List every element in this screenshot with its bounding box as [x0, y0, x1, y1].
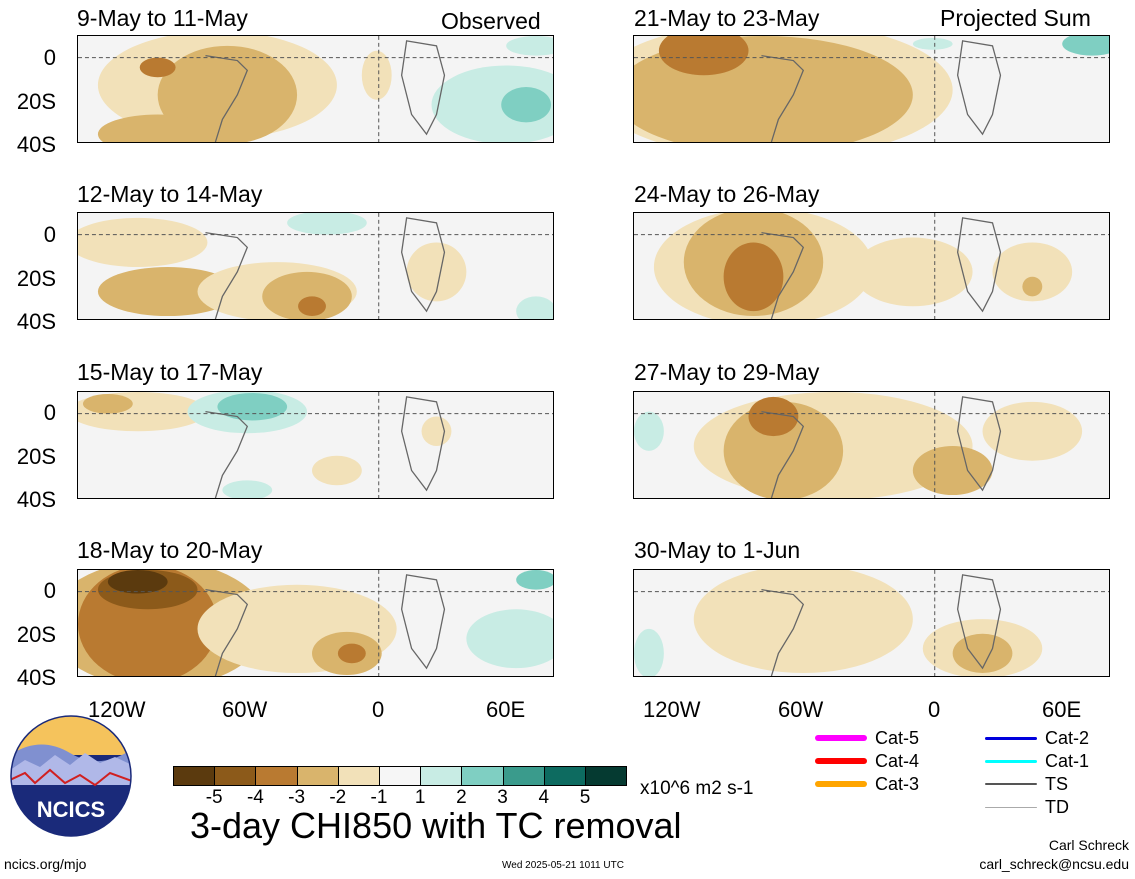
lon-label-60w: 60W — [778, 697, 824, 722]
colorbar-label: 1 — [414, 787, 426, 808]
lon-label-60e: 60E — [1042, 697, 1082, 722]
lat-label-40s: 40S — [16, 132, 56, 157]
legend-label-ts: TS — [1045, 774, 1069, 794]
map-panel-5 — [633, 35, 1110, 143]
colorbar-box — [173, 766, 216, 786]
colorbar-box — [420, 766, 463, 786]
panel-title-7: 27-May to 29-May — [634, 359, 820, 385]
legend-line-cat-2 — [985, 736, 1037, 740]
lat-label-20s: 20S — [16, 444, 56, 469]
map-panel-7 — [633, 391, 1110, 499]
legend-line-cat-3 — [815, 781, 867, 787]
legend-label-cat-3: Cat-3 — [875, 774, 920, 794]
colorbar-box — [255, 766, 298, 786]
map-panel-6 — [633, 212, 1110, 320]
map-panel-1 — [77, 35, 554, 143]
colorbar-box — [337, 766, 380, 786]
colorbar-box — [461, 766, 504, 786]
lat-label-20s: 20S — [16, 89, 56, 114]
colorbar-label: 2 — [456, 787, 467, 808]
legend-line-cat-5 — [815, 735, 867, 741]
panel-title-3: 15-May to 17-May — [77, 359, 263, 385]
panel-title-5: 21-May to 23-May — [634, 5, 820, 31]
lat-label-0: 0 — [43, 400, 56, 425]
legend-line-cat-4 — [815, 758, 867, 764]
lat-label-0: 0 — [43, 578, 56, 603]
colorbar-box — [296, 766, 339, 786]
map-panel-4 — [77, 569, 554, 677]
colorbar-box — [543, 766, 586, 786]
panel-title-2: 12-May to 14-May — [77, 181, 263, 207]
lat-label-40s: 40S — [16, 665, 56, 690]
lon-label-0: 0 — [928, 697, 941, 722]
map-panel-3 — [77, 391, 554, 499]
observed-tag: Observed — [441, 8, 541, 34]
legend-label-cat-2: Cat-2 — [1045, 728, 1090, 748]
colorbar-box — [502, 766, 545, 786]
footer-site: ncics.org/mjo — [4, 856, 87, 872]
panel-title-1: 9-May to 11-May — [77, 5, 248, 31]
legend-label-cat-1: Cat-1 — [1045, 751, 1090, 771]
lon-label-60e: 60E — [486, 697, 526, 722]
colorbar-label: 3 — [497, 787, 508, 808]
legend-label-td: TD — [1045, 797, 1069, 817]
legend-line-cat-1 — [985, 759, 1037, 763]
legend-line-ts — [985, 783, 1037, 785]
ncics-logo: NCICS — [10, 715, 132, 837]
lat-label-0: 0 — [43, 45, 56, 70]
projected-sum-tag: Projected Sum — [940, 5, 1091, 31]
legend-label-cat-4: Cat-4 — [875, 751, 920, 771]
colorbar-label: -3 — [288, 787, 306, 808]
lon-label-120w: 120W — [88, 697, 146, 722]
footer-email: carl_schreck@ncsu.edu — [979, 856, 1129, 872]
colorbar-label: -1 — [370, 787, 388, 808]
colorbar-label: -5 — [205, 787, 223, 808]
main-title: 3-day CHI850 with TC removal — [190, 805, 682, 846]
lat-label-20s: 20S — [16, 622, 56, 647]
colorbar-units: x10^6 m2 s-1 — [640, 778, 754, 799]
colorbar-box — [214, 766, 257, 786]
colorbar-label: 5 — [579, 787, 591, 808]
colorbar-label: -4 — [246, 787, 264, 808]
legend-label-cat-5: Cat-5 — [875, 728, 920, 748]
logo-text: NCICS — [37, 797, 105, 822]
map-panel-8 — [633, 569, 1110, 677]
colorbar-box — [379, 766, 422, 786]
lon-label-120w: 120W — [643, 697, 701, 722]
panel-title-6: 24-May to 26-May — [634, 181, 820, 207]
legend-line-td — [985, 806, 1037, 808]
lat-label-0: 0 — [43, 222, 56, 247]
footer-timestamp: Wed 2025-05-21 1011 UTC — [502, 860, 624, 871]
colorbar-box — [585, 766, 628, 786]
map-panel-2 — [77, 212, 554, 320]
lon-label-0: 0 — [372, 697, 385, 722]
lat-label-40s: 40S — [16, 309, 56, 334]
lat-label-20s: 20S — [16, 266, 56, 291]
lat-label-40s: 40S — [16, 487, 56, 512]
panel-title-4: 18-May to 20-May — [77, 537, 263, 563]
colorbar-label: 4 — [538, 787, 550, 808]
footer-author: Carl Schreck — [1048, 837, 1129, 853]
lon-label-60w: 60W — [222, 697, 268, 722]
panel-title-8: 30-May to 1-Jun — [634, 537, 801, 563]
colorbar-label: -2 — [329, 787, 347, 808]
